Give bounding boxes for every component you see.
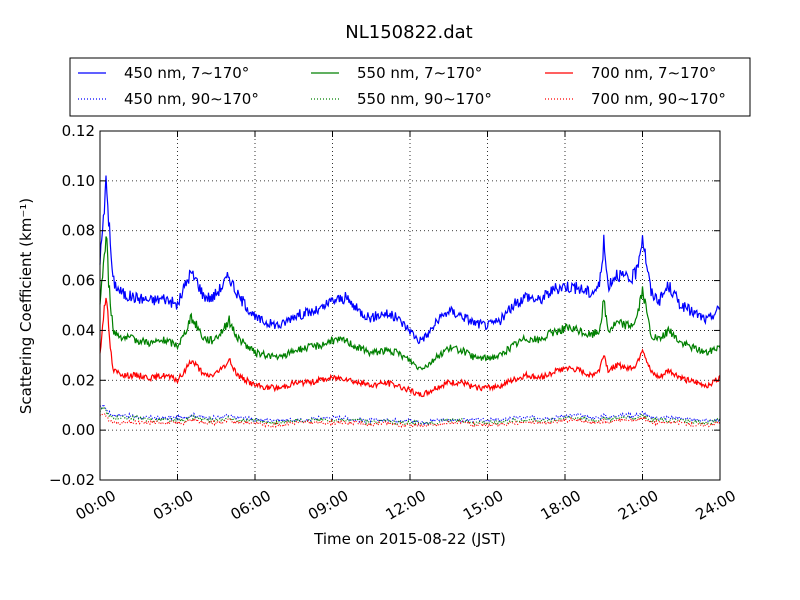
y-tick-label: 0.00 bbox=[62, 421, 95, 439]
legend: 450 nm, 7∼170° 550 nm, 7∼170° 700 nm, 7∼17… bbox=[69, 57, 751, 117]
y-tick-label: 0.02 bbox=[62, 371, 95, 389]
y-tick-label: 0.04 bbox=[62, 321, 95, 339]
x-tick-label: 18:00 bbox=[538, 487, 584, 524]
legend-label: 550 nm, 7∼170° bbox=[357, 64, 482, 82]
legend-label: 700 nm, 7∼170° bbox=[591, 64, 716, 82]
x-tick-label: 24:00 bbox=[693, 487, 739, 524]
legend-label: 450 nm, 90∼170° bbox=[124, 90, 259, 108]
legend-box bbox=[69, 57, 751, 117]
legend-label: 450 nm, 7∼170° bbox=[124, 64, 249, 82]
x-tick-label: 15:00 bbox=[460, 487, 506, 524]
y-tick-label: −0.02 bbox=[49, 471, 95, 489]
y-tick-label: 0.08 bbox=[62, 222, 95, 240]
ticks: 00:00 03:00 06:00 09:00 12:00 15:00 18:00 21:00… bbox=[49, 122, 739, 524]
x-tick-label: 00:00 bbox=[73, 487, 119, 524]
grid bbox=[100, 131, 720, 480]
y-tick-label: 0.06 bbox=[62, 272, 95, 290]
series-line bbox=[99, 175, 721, 345]
x-tick-label: 21:00 bbox=[615, 487, 661, 524]
y-tick-label: 0.12 bbox=[62, 122, 95, 140]
series-line bbox=[99, 412, 721, 429]
y-tick-label: 0.10 bbox=[62, 172, 95, 190]
x-tick-label: 06:00 bbox=[228, 487, 274, 524]
legend-label: 700 nm, 90∼170° bbox=[591, 90, 726, 108]
x-axis-label: Time on 2015-08-22 (JST) bbox=[313, 530, 506, 548]
y-axis-label: Scattering Coefficient (km⁻¹) bbox=[17, 198, 35, 414]
series-line bbox=[99, 297, 721, 398]
series-line bbox=[99, 236, 721, 371]
x-tick-label: 03:00 bbox=[150, 487, 196, 524]
legend-label: 550 nm, 90∼170° bbox=[357, 90, 492, 108]
series-layer bbox=[99, 175, 721, 429]
chart-title: NL150822.dat bbox=[345, 22, 472, 43]
x-tick-label: 09:00 bbox=[305, 487, 351, 524]
x-tick-label: 12:00 bbox=[383, 487, 429, 524]
series-line bbox=[99, 405, 721, 427]
